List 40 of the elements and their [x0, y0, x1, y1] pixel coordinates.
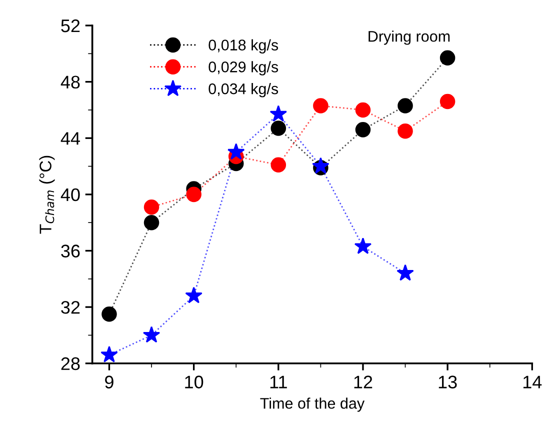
x-tick-label: 11 — [270, 376, 287, 388]
x-axis-title: Time of the day — [260, 398, 365, 412]
x-tick-label: 12 — [354, 376, 372, 388]
point — [355, 102, 371, 118]
legend-label: 0,034 kg/s — [208, 83, 278, 98]
y-axis-title: T$_{Cham}$ (°C) — [39, 156, 55, 234]
x-tick-label: 13 — [438, 376, 457, 388]
point — [354, 238, 372, 254]
x-tick-label: 9 — [105, 376, 114, 388]
point — [396, 264, 414, 281]
point — [100, 346, 118, 362]
y-tick-label: 44 — [60, 132, 80, 145]
y-tick-label: 48 — [60, 76, 80, 89]
y-tick-label: 32 — [61, 300, 80, 314]
y-tick-label: 40 — [60, 188, 80, 202]
point — [144, 214, 160, 230]
point — [440, 50, 456, 66]
point — [270, 157, 286, 173]
point — [440, 94, 456, 110]
point — [398, 123, 413, 139]
y-tick-label: 52 — [61, 19, 80, 32]
y-tick-label: 28 — [61, 357, 80, 370]
point — [270, 105, 288, 122]
point — [312, 157, 330, 174]
chart-title: Drying room — [368, 30, 450, 45]
point — [270, 120, 286, 136]
y-tick-label: 36 — [61, 244, 80, 258]
point — [313, 98, 328, 114]
point — [227, 143, 245, 160]
point — [144, 199, 160, 215]
point — [355, 122, 371, 138]
point — [186, 186, 202, 202]
point — [398, 98, 413, 114]
legend-label: 0,018 kg/s — [208, 39, 278, 54]
legend-label: 0,029 kg/s — [208, 61, 278, 76]
x-tick-label: 14 — [523, 376, 542, 388]
x-tick-label: 10 — [185, 376, 204, 388]
point — [102, 306, 117, 322]
point — [142, 326, 160, 343]
point — [185, 286, 202, 304]
